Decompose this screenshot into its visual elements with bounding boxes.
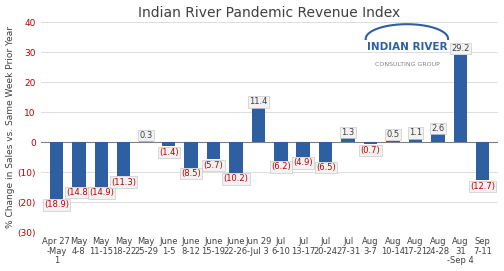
Text: 11.4: 11.4: [249, 98, 268, 107]
Bar: [50, 142, 63, 199]
Bar: [95, 142, 108, 187]
Text: (6.2): (6.2): [271, 162, 291, 171]
Text: (6.5): (6.5): [316, 163, 336, 172]
Text: CONSULTING GROUP: CONSULTING GROUP: [374, 62, 439, 67]
Bar: [431, 134, 445, 142]
Text: (11.3): (11.3): [111, 178, 136, 186]
Text: (5.7): (5.7): [204, 161, 223, 170]
Text: INDIAN RIVER: INDIAN RIVER: [366, 42, 447, 52]
Text: 2.6: 2.6: [431, 124, 445, 133]
Text: 29.2: 29.2: [451, 44, 470, 53]
Bar: [364, 142, 377, 144]
Bar: [140, 141, 153, 142]
Text: (1.4): (1.4): [159, 148, 178, 157]
Bar: [296, 142, 310, 157]
Text: (10.2): (10.2): [223, 174, 248, 183]
Text: (14.8): (14.8): [67, 188, 91, 197]
Text: (14.9): (14.9): [89, 188, 114, 197]
Text: (12.7): (12.7): [470, 182, 495, 191]
Bar: [251, 108, 265, 142]
Bar: [386, 141, 400, 142]
Text: (4.9): (4.9): [293, 158, 313, 167]
Bar: [409, 139, 422, 142]
Text: 1.1: 1.1: [409, 128, 422, 137]
Text: 0.3: 0.3: [140, 131, 153, 140]
Bar: [476, 142, 489, 180]
Bar: [117, 142, 131, 176]
Text: (8.5): (8.5): [181, 169, 201, 178]
Bar: [341, 138, 355, 142]
Bar: [454, 54, 467, 142]
Y-axis label: % Change in Sales vs. Same Week Prior Year: % Change in Sales vs. Same Week Prior Ye…: [6, 26, 15, 228]
Bar: [207, 142, 220, 159]
Text: (0.7): (0.7): [361, 146, 381, 155]
Text: 1.3: 1.3: [342, 128, 355, 137]
Title: Indian River Pandemic Revenue Index: Indian River Pandemic Revenue Index: [139, 6, 401, 20]
Text: 0.5: 0.5: [387, 130, 400, 139]
Bar: [319, 142, 333, 162]
Bar: [229, 142, 242, 173]
Bar: [72, 142, 86, 186]
Text: (18.9): (18.9): [44, 200, 69, 209]
Bar: [184, 142, 198, 168]
Bar: [162, 142, 175, 146]
Bar: [274, 142, 287, 161]
